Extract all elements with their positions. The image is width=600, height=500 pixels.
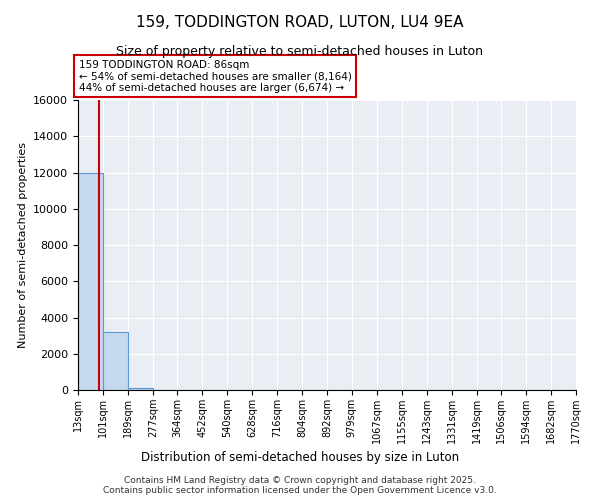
Bar bbox=[128, 388, 153, 390]
Bar bbox=[103, 332, 128, 390]
Text: 159 TODDINGTON ROAD: 86sqm
← 54% of semi-detached houses are smaller (8,164)
44%: 159 TODDINGTON ROAD: 86sqm ← 54% of semi… bbox=[79, 60, 352, 93]
Text: Contains HM Land Registry data © Crown copyright and database right 2025.
Contai: Contains HM Land Registry data © Crown c… bbox=[103, 476, 497, 495]
Text: Distribution of semi-detached houses by size in Luton: Distribution of semi-detached houses by … bbox=[141, 451, 459, 464]
Text: 159, TODDINGTON ROAD, LUTON, LU4 9EA: 159, TODDINGTON ROAD, LUTON, LU4 9EA bbox=[136, 15, 464, 30]
Text: Size of property relative to semi-detached houses in Luton: Size of property relative to semi-detach… bbox=[116, 45, 484, 58]
Y-axis label: Number of semi-detached properties: Number of semi-detached properties bbox=[17, 142, 28, 348]
Bar bbox=[78, 172, 103, 390]
